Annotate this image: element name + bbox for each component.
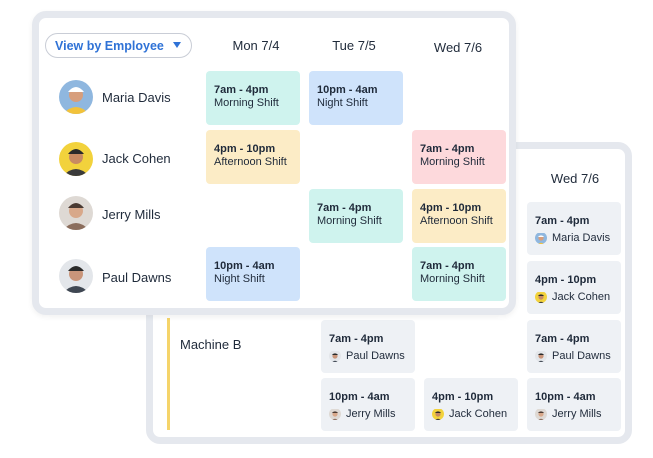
- assignee-name: Paul Dawns: [346, 350, 405, 362]
- shift-time: 4pm - 10pm: [214, 143, 276, 155]
- shift-name: Morning Shift: [317, 215, 382, 227]
- avatar: [59, 196, 93, 230]
- machine-shift-card[interactable]: 10pm - 4am Jerry Mills: [321, 378, 415, 431]
- shift-name: Night Shift: [317, 97, 368, 109]
- shift-time: 7am - 4pm: [535, 333, 590, 345]
- day-header-mon: Mon 7/4: [232, 38, 280, 53]
- avatar-icon: [432, 408, 444, 420]
- shift-card[interactable]: 4pm - 10pm Afternoon Shift: [412, 189, 506, 243]
- shift-name: Afternoon Shift: [420, 215, 493, 227]
- shift-time: 7am - 4pm: [317, 202, 372, 214]
- shift-card[interactable]: 7am - 4pm Morning Shift: [309, 189, 403, 243]
- caret-down-icon: [173, 42, 181, 48]
- avatar-icon: [535, 408, 547, 420]
- machine-shift-card[interactable]: 4pm - 10pm Jack Cohen: [424, 378, 518, 431]
- machine-shift-card[interactable]: 7am - 4pm Paul Dawns: [527, 320, 621, 373]
- shift-name: Morning Shift: [214, 97, 279, 109]
- avatar-icon: [535, 291, 547, 303]
- shift-name: Night Shift: [214, 273, 265, 285]
- avatar-icon: [329, 408, 341, 420]
- employee-name[interactable]: Paul Dawns: [102, 270, 172, 285]
- shift-name: Morning Shift: [420, 273, 485, 285]
- shift-time: 7am - 4pm: [535, 215, 590, 227]
- shift-time: 10pm - 4am: [214, 260, 275, 272]
- machine-shift-card[interactable]: 7am - 4pm Maria Davis: [527, 202, 621, 255]
- shift-card[interactable]: 7am - 4pm Morning Shift: [206, 71, 300, 125]
- machine-shift-card[interactable]: 10pm - 4am Jerry Mills: [527, 378, 621, 431]
- shift-card[interactable]: 4pm - 10pm Afternoon Shift: [206, 130, 300, 184]
- assignee-name: Jack Cohen: [552, 291, 611, 303]
- employee-name[interactable]: Maria Davis: [102, 90, 171, 105]
- shift-time: 10pm - 4am: [329, 391, 390, 403]
- shift-time: 10pm - 4am: [535, 391, 596, 403]
- machine-accent-bar: [167, 318, 170, 430]
- shift-time: 4pm - 10pm: [420, 202, 482, 214]
- view-by-label: View by Employee: [55, 38, 164, 53]
- shift-name: Morning Shift: [420, 156, 485, 168]
- shift-time: 4pm - 10pm: [535, 274, 597, 286]
- avatar-icon: [535, 350, 547, 362]
- avatar: [59, 259, 93, 293]
- shift-card[interactable]: 7am - 4pm Morning Shift: [412, 130, 506, 184]
- avatar: [59, 142, 93, 176]
- avatar-icon: [329, 350, 341, 362]
- shift-name: Afternoon Shift: [214, 156, 287, 168]
- shift-card[interactable]: 10pm - 4am Night Shift: [309, 71, 403, 125]
- machine-shift-card[interactable]: 7am - 4pm Paul Dawns: [321, 320, 415, 373]
- assignee-name: Jack Cohen: [449, 408, 508, 420]
- shift-card[interactable]: 7am - 4pm Morning Shift: [412, 247, 506, 301]
- shift-time: 7am - 4pm: [214, 84, 269, 96]
- avatar: [59, 80, 93, 114]
- employee-name[interactable]: Jerry Mills: [102, 207, 161, 222]
- day-header-tue: Tue 7/5: [332, 38, 376, 53]
- shift-time: 10pm - 4am: [317, 84, 378, 96]
- assignee-name: Jerry Mills: [346, 408, 396, 420]
- avatar-icon: [535, 232, 547, 244]
- assignee-name: Maria Davis: [552, 232, 611, 244]
- shift-time: 7am - 4pm: [420, 260, 475, 272]
- assignee-name: Paul Dawns: [552, 350, 611, 362]
- assignee-name: Jerry Mills: [552, 408, 602, 420]
- view-by-dropdown[interactable]: View by Employee: [45, 33, 192, 58]
- employee-name[interactable]: Jack Cohen: [102, 151, 171, 166]
- day-header-wed-back: Wed 7/6: [550, 171, 600, 186]
- machine-shift-card[interactable]: 4pm - 10pm Jack Cohen: [527, 261, 621, 314]
- day-header-wed: Wed 7/6: [433, 40, 483, 55]
- shift-time: 7am - 4pm: [329, 333, 384, 345]
- shift-card[interactable]: 10pm - 4am Night Shift: [206, 247, 300, 301]
- shift-time: 7am - 4pm: [420, 143, 475, 155]
- machine-label: Machine B: [180, 337, 242, 352]
- shift-time: 4pm - 10pm: [432, 391, 494, 403]
